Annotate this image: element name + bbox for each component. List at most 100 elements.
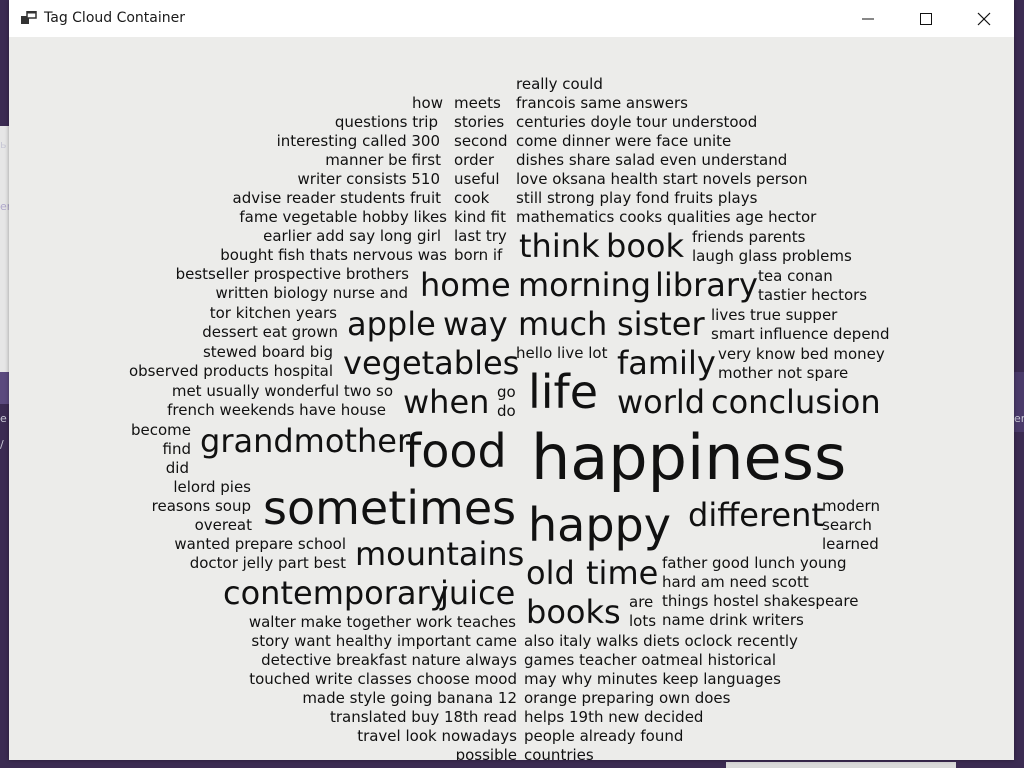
tag-word: smart influence depend xyxy=(711,325,890,343)
tag-word: books xyxy=(526,593,621,631)
tag-word: meets xyxy=(454,94,501,112)
tag-word: happy xyxy=(528,498,671,552)
tag-word: met usually wonderful two so xyxy=(171,382,393,400)
tag-word: world xyxy=(617,383,706,421)
tag-word: hello live lot xyxy=(516,344,608,362)
window-title: Tag Cloud Container xyxy=(44,10,186,26)
tag-word: orange preparing own does xyxy=(524,689,731,707)
tag-word: people already found xyxy=(524,727,684,745)
background-right-panel xyxy=(1014,372,1024,432)
tag-word: overeat xyxy=(194,516,252,534)
maximize-icon xyxy=(920,12,932,25)
app-window-icon xyxy=(21,11,37,24)
tag-word: doctor jelly part best xyxy=(189,554,346,572)
tag-word: cook xyxy=(454,189,490,207)
tag-word: story want healthy important came xyxy=(251,632,517,650)
tag-word: last try xyxy=(454,227,507,245)
tag-word: centuries doyle tour understood xyxy=(516,113,758,131)
tag-word: family xyxy=(617,344,716,382)
tag-cloud-window: Tag Cloud Container how questions trip i… xyxy=(9,0,1014,760)
close-button[interactable] xyxy=(955,0,1013,37)
title-bar[interactable]: Tag Cloud Container xyxy=(9,0,1014,37)
tag-word: mother not spare xyxy=(718,364,849,382)
tag-word: earlier add say long girl xyxy=(263,227,441,245)
tag-word: name drink writers xyxy=(662,611,804,629)
tag-word: made style going banana 12 xyxy=(302,689,517,707)
tag-word: helps 19th new decided xyxy=(524,708,704,726)
tag-word: think xyxy=(519,227,600,265)
tag-word: order xyxy=(454,151,494,169)
tag-word: conclusion xyxy=(711,383,881,421)
tag-word: become xyxy=(130,421,191,439)
close-icon xyxy=(977,12,991,25)
tag-word: happiness xyxy=(531,421,847,494)
tag-word: sister xyxy=(617,305,705,343)
tag-word: lots xyxy=(629,612,657,630)
tag-word: wanted prepare school xyxy=(174,535,346,553)
tag-word: possible xyxy=(455,746,517,761)
tag-word: bought fish thats nervous was xyxy=(220,246,447,264)
tag-word: writer consists 510 xyxy=(297,170,440,188)
tag-word: also italy walks diets oclock recently xyxy=(524,632,798,650)
tag-word: friends parents xyxy=(692,228,806,246)
tag-word: different xyxy=(688,496,824,534)
tag-word: vegetables xyxy=(343,344,520,382)
tag-word: stories xyxy=(454,113,505,131)
tag-word: are xyxy=(629,593,654,611)
tag-word: stewed board big xyxy=(202,343,333,361)
tag-word: translated buy 18th read xyxy=(329,708,517,726)
tag-cloud: how questions trip interesting called 30… xyxy=(9,37,1014,761)
background-text: er xyxy=(0,200,12,213)
tag-word: search xyxy=(822,516,872,534)
tag-word: still strong play fond fruits plays xyxy=(516,189,758,207)
tag-word: useful xyxy=(454,170,500,188)
tag-word: grandmother xyxy=(200,422,411,460)
tag-word: tea conan xyxy=(758,267,833,285)
tag-word: bestseller prospective brothers xyxy=(175,265,409,283)
tag-word: lelord pies xyxy=(173,478,251,496)
tag-word: interesting called 300 xyxy=(276,132,440,150)
maximize-button[interactable] xyxy=(897,0,955,37)
tag-word: did xyxy=(165,459,189,477)
tag-word: morning xyxy=(518,266,652,304)
tag-word: dessert eat grown xyxy=(202,323,338,341)
tag-word: games teacher oatmeal historical xyxy=(524,651,777,669)
tag-word: manner be first xyxy=(325,151,441,169)
tag-word: father good lunch young xyxy=(662,554,847,572)
tag-word: questions trip xyxy=(334,113,438,131)
tag-word: juice xyxy=(440,574,516,612)
background-taskbar-item xyxy=(726,762,956,768)
tag-word: really could xyxy=(516,75,603,93)
tag-word: reasons soup xyxy=(151,497,251,515)
background-text: / xyxy=(0,438,4,451)
tag-word: advise reader students fruit xyxy=(232,189,441,207)
background-text: ь xyxy=(0,138,7,151)
tag-word: written biology nurse and xyxy=(215,284,408,302)
tag-word: food xyxy=(405,424,507,478)
tag-word: when xyxy=(403,383,490,421)
tag-word: second xyxy=(454,132,508,150)
tag-word: observed products hospital xyxy=(128,362,333,380)
tag-word: may why minutes keep languages xyxy=(524,670,781,688)
tag-word: love oksana health start novels person xyxy=(516,170,808,188)
tag-word: contemporary xyxy=(223,574,449,612)
tag-word: detective breakfast nature always xyxy=(261,651,517,669)
tag-word: modern xyxy=(822,497,880,515)
tag-word: home xyxy=(420,266,511,304)
tag-word: laugh glass problems xyxy=(692,247,852,265)
background-purple-bar xyxy=(0,372,9,404)
tag-word: countries xyxy=(524,746,594,761)
minimize-button[interactable] xyxy=(839,0,897,37)
tag-word: tastier hectors xyxy=(758,286,868,304)
background-text: er xyxy=(1014,412,1024,425)
tag-word: very know bed money xyxy=(718,345,885,363)
tag-word: how xyxy=(412,94,443,112)
tag-word: mountains xyxy=(355,535,525,573)
tag-word: mathematics cooks qualities age hector xyxy=(516,208,817,226)
tag-word: go xyxy=(497,383,516,401)
tag-word: hard am need scott xyxy=(662,573,809,591)
tag-word: touched write classes choose mood xyxy=(249,670,517,688)
tag-word: walter make together work teaches xyxy=(248,613,516,631)
tag-word: find xyxy=(162,440,191,458)
minimize-icon xyxy=(862,18,874,19)
